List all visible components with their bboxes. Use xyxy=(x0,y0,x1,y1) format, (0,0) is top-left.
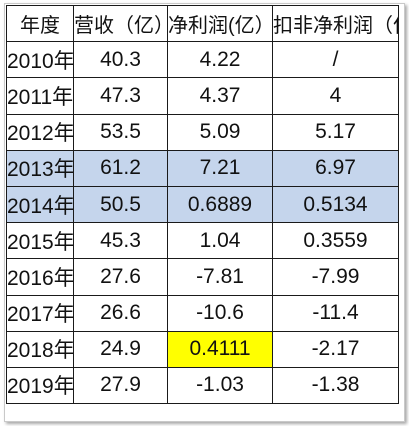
cell-year: 2010年 xyxy=(6,41,74,79)
cell-deducted-net-profit: 0.3559 xyxy=(272,222,399,260)
cell-year: 2018年 xyxy=(6,330,74,368)
cell-year: 2014年 xyxy=(6,185,74,224)
cell-deducted-net-profit: -7.99 xyxy=(272,258,399,296)
table-row: 2016年 27.6 -7.81 -7.99 xyxy=(6,258,399,296)
cell-year: 2011年 xyxy=(6,77,74,115)
cell-deducted-net-profit: 4 xyxy=(272,77,399,115)
cell-net-profit: 4.37 xyxy=(167,77,273,115)
cell-revenue: 27.9 xyxy=(73,366,168,405)
cell-deducted-net-profit: -2.17 xyxy=(272,330,399,368)
cell-deducted-net-profit: 5.17 xyxy=(272,113,399,151)
cell-deducted-net-profit: 0.5134 xyxy=(272,185,399,224)
table-row: 2012年 53.5 5.09 5.17 xyxy=(6,113,399,151)
cell-revenue: 47.3 xyxy=(73,77,168,115)
cell-net-profit: -7.81 xyxy=(167,258,273,296)
cell-revenue: 24.9 xyxy=(73,330,168,368)
table-row-highlighted: 2014年 50.5 0.6889 0.5134 xyxy=(6,185,399,224)
cell-year: 2013年 xyxy=(6,149,74,187)
cell-revenue: 26.6 xyxy=(73,294,168,332)
cell-revenue: 53.5 xyxy=(73,113,168,151)
cell-year: 2015年 xyxy=(6,222,74,260)
table-row: 2018年 24.9 0.4111 -2.17 xyxy=(6,330,399,368)
cell-revenue: 50.5 xyxy=(73,185,168,224)
cell-revenue: 61.2 xyxy=(73,149,168,187)
table-row: 2015年 45.3 1.04 0.3559 xyxy=(6,222,399,260)
cell-net-profit: -10.6 xyxy=(167,294,273,332)
table-row: 2011年 47.3 4.37 4 xyxy=(6,77,399,115)
cell-revenue: 45.3 xyxy=(73,222,168,260)
cell-net-profit: 4.22 xyxy=(167,41,273,79)
cell-revenue: 40.3 xyxy=(73,41,168,79)
cell-deducted-net-profit: 6.97 xyxy=(272,149,399,187)
cell-net-profit: 1.04 xyxy=(167,222,273,260)
table-row-highlighted: 2013年 61.2 7.21 6.97 xyxy=(6,149,399,187)
cell-year: 2012年 xyxy=(6,113,74,151)
cell-deducted-net-profit: -11.4 xyxy=(272,294,399,332)
cell-net-profit-highlighted: 0.4111 xyxy=(167,330,273,368)
financial-table: 年度 营收（亿） 净利润(亿） 扣非净利润（亿） 2010年 40.3 4.22… xyxy=(6,4,399,405)
header-row: 年度 营收（亿） 净利润(亿） 扣非净利润（亿） xyxy=(6,4,399,43)
header-revenue: 营收（亿） xyxy=(73,4,168,43)
cell-net-profit: 5.09 xyxy=(167,113,273,151)
table-row: 2017年 26.6 -10.6 -11.4 xyxy=(6,294,399,332)
cell-net-profit: -1.03 xyxy=(167,366,273,405)
cell-net-profit: 0.6889 xyxy=(167,185,273,224)
cell-deducted-net-profit: -1.38 xyxy=(272,366,399,405)
header-net-profit: 净利润(亿） xyxy=(167,4,273,43)
cell-year: 2019年 xyxy=(6,366,74,405)
table-row: 2010年 40.3 4.22 / xyxy=(6,41,399,79)
cell-year: 2016年 xyxy=(6,258,74,296)
header-deducted-net-profit: 扣非净利润（亿） xyxy=(272,4,399,43)
cell-revenue: 27.6 xyxy=(73,258,168,296)
cell-year: 2017年 xyxy=(6,294,74,332)
table-row: 2019年 27.9 -1.03 -1.38 xyxy=(6,366,399,405)
header-year: 年度 xyxy=(6,4,74,43)
cell-net-profit: 7.21 xyxy=(167,149,273,187)
cell-deducted-net-profit: / xyxy=(272,41,399,79)
